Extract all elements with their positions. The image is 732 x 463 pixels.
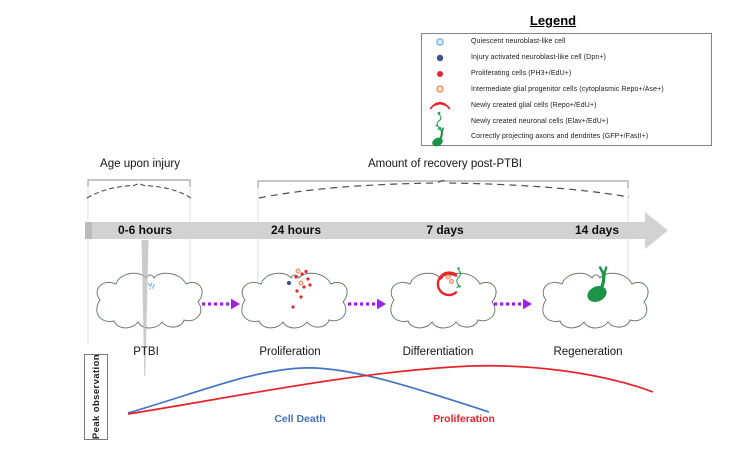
recovery-post-ptbi-label: Amount of recovery post-PTBI — [367, 158, 523, 170]
brain-ptbi — [96, 272, 203, 329]
peak-observation-label: Peak observation — [90, 354, 102, 440]
tick-0-6-hours: 0-6 hours — [117, 223, 172, 237]
legend-box: Quiescent neuroblast-like cell Injury ac… — [421, 33, 712, 147]
legend-item-label: Newly created glial cells (Repo+/EdU+) — [471, 101, 597, 109]
legend-item: Newly created glial cells (Repo+/EdU+) — [422, 98, 711, 113]
mushroom-body-shape — [587, 266, 608, 303]
legend-title: Legend — [529, 13, 577, 28]
cell-death-curve-label: Cell Death — [274, 413, 326, 425]
proliferation-curve — [127, 364, 654, 415]
legend-item-label: Intermediate glial progenitor cells (cyt… — [471, 85, 664, 93]
quiescent-cells-marks — [147, 282, 156, 290]
legend-item: Injury activated neuroblast-like cell (D… — [422, 50, 711, 65]
cell-death-curve — [127, 367, 490, 414]
brain-differentiation — [390, 267, 497, 329]
age-upon-injury-label: Age upon injury — [100, 158, 180, 170]
tick-24-hours: 24 hours — [270, 223, 321, 237]
transition-arrow-2 — [348, 298, 386, 310]
peak-observation-box: Peak observation — [84, 354, 108, 440]
intermediate-progenitor-dots — [445, 274, 454, 284]
legend-item-label: Quiescent neuroblast-like cell — [471, 38, 566, 46]
quiescent-neuroblast-icon — [429, 37, 451, 47]
tick-14-days: 14 days — [574, 223, 620, 237]
stage-label-ptbi: PTBI — [133, 346, 159, 358]
brain-regeneration — [542, 266, 649, 329]
legend-item: Intermediate glial progenitor cells (cyt… — [422, 82, 711, 97]
proliferating-cell-dots — [286, 268, 312, 309]
legend-item-label: Injury activated neuroblast-like cell (D… — [471, 54, 606, 62]
stage-label-regeneration: Regeneration — [553, 346, 623, 358]
legend-item-label: Newly created neuronal cells (Elav+/EdU+… — [471, 117, 609, 125]
proliferation-curve-label: Proliferation — [433, 413, 495, 425]
legend-item: Correctly projecting axons and dendrites… — [422, 127, 711, 147]
proliferating-cell-icon — [429, 69, 451, 79]
column-guide-lines — [87, 188, 629, 344]
stage-label-proliferation: Proliferation — [259, 346, 321, 358]
legend-item: Proliferating cells (PH3+/EdU+) — [422, 66, 711, 81]
age-upon-injury-bracket — [86, 179, 192, 199]
injury-activated-neuroblast-icon — [429, 53, 451, 63]
new-glial-cells-icon — [429, 99, 451, 111]
transition-arrow-1 — [202, 298, 240, 310]
legend-item-label: Correctly projecting axons and dendrites… — [471, 133, 649, 141]
legend-item: Quiescent neuroblast-like cell — [422, 34, 711, 49]
stage-label-differentiation: Differentiation — [402, 346, 474, 358]
legend-item: Newly created neuronal cells (Elav+/EdU+… — [422, 111, 711, 131]
legend-item-label: Proliferating cells (PH3+/EdU+) — [471, 70, 572, 78]
projecting-axons-dendrites-icon — [429, 127, 451, 147]
recovery-bracket — [257, 179, 630, 199]
intermediate-glial-progenitor-icon — [429, 84, 451, 94]
transition-arrow-3 — [494, 298, 532, 310]
brain-proliferation — [241, 268, 348, 329]
new-glial-arc — [436, 271, 458, 297]
new-neuron-squiggle — [456, 267, 462, 289]
tick-7-days: 7 days — [426, 223, 464, 237]
